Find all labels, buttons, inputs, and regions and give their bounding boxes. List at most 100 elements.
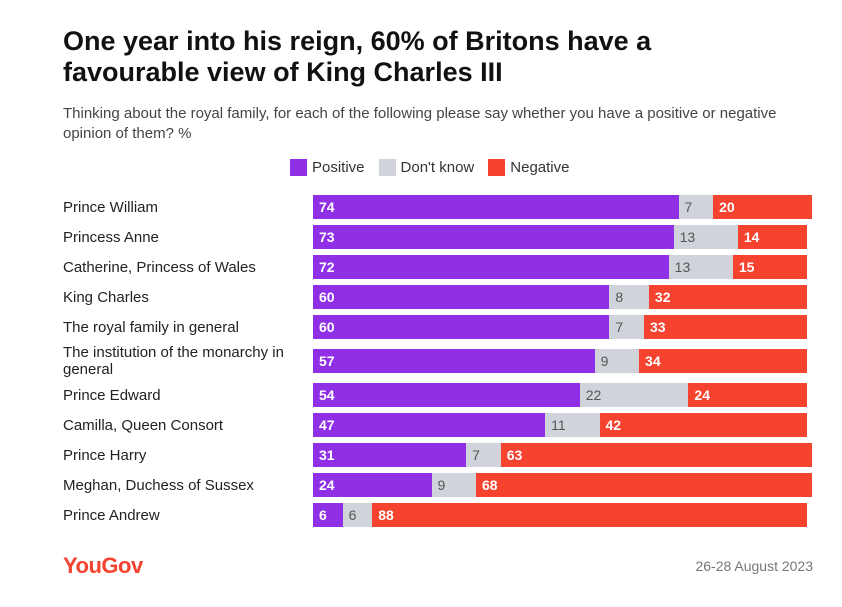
bar-segment: 9 <box>594 349 640 373</box>
value-label: 72 <box>319 259 335 275</box>
value-label: 9 <box>437 477 446 493</box>
bar-segment: 6 <box>313 503 343 527</box>
bar-row: King Charles 60 8 32 <box>63 282 823 312</box>
value-label: 13 <box>674 259 691 275</box>
bar-stack: 24 9 68 <box>313 473 812 497</box>
category-label: Prince Harry <box>63 446 147 464</box>
bar-segment: 20 <box>713 195 812 219</box>
source-logo: YouGov <box>63 553 143 578</box>
value-label: 88 <box>378 507 394 523</box>
bar-stack: 60 7 33 <box>313 315 807 339</box>
bar-row: Prince Edward 54 22 24 <box>63 380 823 410</box>
bar-row: The royal family in general 60 7 33 <box>63 312 823 342</box>
value-label: 7 <box>684 199 693 215</box>
value-label: 6 <box>319 507 327 523</box>
category-label: Princess Anne <box>63 228 159 246</box>
bar-segment: 73 <box>313 225 674 249</box>
value-label: 24 <box>319 477 335 493</box>
bar-segment: 42 <box>599 413 807 437</box>
value-label: 24 <box>694 387 710 403</box>
value-label: 7 <box>615 319 624 335</box>
legend-swatch <box>378 159 396 176</box>
bar-segment: 74 <box>313 195 679 219</box>
category-label: Camilla, Queen Consort <box>63 416 224 434</box>
bar-segment: 11 <box>545 413 600 437</box>
value-label: 68 <box>482 477 498 493</box>
bar-segment: 24 <box>688 383 807 407</box>
bar-segment: 63 <box>500 443 812 467</box>
value-label: 34 <box>645 353 661 369</box>
bar-row: Princess Anne 73 13 14 <box>63 222 823 252</box>
legend-item: Negative <box>488 159 569 176</box>
bar-segment: 22 <box>579 383 689 407</box>
value-label: 32 <box>654 289 671 305</box>
value-label: 15 <box>738 259 755 275</box>
bar-stack: 60 8 32 <box>313 285 807 309</box>
bar-segment: 7 <box>466 443 501 467</box>
bar-row: Catherine, Princess of Wales 72 13 15 <box>63 252 823 282</box>
value-label: 8 <box>615 289 624 305</box>
bar-segment: 60 <box>313 315 610 339</box>
bar-segment: 13 <box>668 255 733 279</box>
value-label: 13 <box>679 229 696 245</box>
value-label: 74 <box>319 199 335 215</box>
bar-stack: 73 13 14 <box>313 225 807 249</box>
value-label: 31 <box>319 447 335 463</box>
bar-segment: 68 <box>476 473 812 497</box>
bar-segment: 6 <box>342 503 373 527</box>
value-label: 11 <box>551 417 566 433</box>
value-label: 42 <box>605 417 622 433</box>
legend-label: Don't know <box>400 159 475 176</box>
bar-segment: 24 <box>313 473 432 497</box>
bar-stack: 31 7 63 <box>313 443 812 467</box>
chart-subtitle: Thinking about the royal family, for eac… <box>63 105 777 142</box>
value-label: 33 <box>649 319 666 335</box>
value-label: 6 <box>348 507 357 523</box>
value-label: 57 <box>319 353 335 369</box>
bar-row: Prince Andrew 6 6 88 <box>63 500 823 530</box>
bar-segment: 60 <box>313 285 610 309</box>
category-label: The royal family in general <box>63 318 239 336</box>
bar-segment: 34 <box>639 349 807 373</box>
bar-stack: 54 22 24 <box>313 383 807 407</box>
category-label: Prince William <box>63 198 159 216</box>
value-label: 73 <box>319 229 335 245</box>
value-label: 63 <box>506 447 523 463</box>
category-label: Meghan, Duchess of Sussex <box>63 476 254 494</box>
legend-label: Negative <box>510 159 570 176</box>
bar-segment: 57 <box>313 349 595 373</box>
bar-segment: 13 <box>673 225 738 249</box>
value-label: 60 <box>319 319 335 335</box>
bar-stack: 47 11 42 <box>313 413 807 437</box>
bar-segment: 88 <box>372 503 807 527</box>
bar-segment: 7 <box>609 315 644 339</box>
date: 26-28 August 2023 <box>695 558 813 574</box>
value-label: 9 <box>600 353 609 369</box>
legend-swatch <box>290 159 307 176</box>
bar-stack: 6 6 88 <box>313 503 807 527</box>
bar-row: Prince William 74 7 20 <box>63 192 823 222</box>
bar-stack: 57 9 34 <box>313 349 807 373</box>
bar-segment: 7 <box>678 195 714 219</box>
bar-stack: 72 13 15 <box>313 255 807 279</box>
plot: Prince William 74 7 20 Princess Anne 73 13 14 Ca… <box>63 192 823 530</box>
bar-row: Prince Harry 31 7 63 <box>63 440 823 470</box>
bar-segment: 9 <box>431 473 476 497</box>
bar-segment: 14 <box>737 225 807 249</box>
legend-item: Don't know <box>378 159 475 176</box>
bar-segment: 15 <box>732 255 807 279</box>
legend-item: Positive <box>290 159 365 176</box>
bar-stack: 74 7 20 <box>313 195 812 219</box>
legend-swatch <box>488 159 506 176</box>
bar-row: Meghan, Duchess of Sussex 24 9 68 <box>63 470 823 500</box>
bar-segment: 54 <box>313 383 580 407</box>
legend: Positive Don't know Negative <box>290 159 569 176</box>
bar-segment: 33 <box>643 315 807 339</box>
value-label: 14 <box>743 229 760 245</box>
category-label: Prince Andrew <box>63 506 160 524</box>
category-label: The institution of the monarchy in gener… <box>63 344 284 378</box>
bar-segment: 31 <box>313 443 467 467</box>
value-label: 7 <box>472 447 480 463</box>
value-label: 54 <box>319 387 335 403</box>
